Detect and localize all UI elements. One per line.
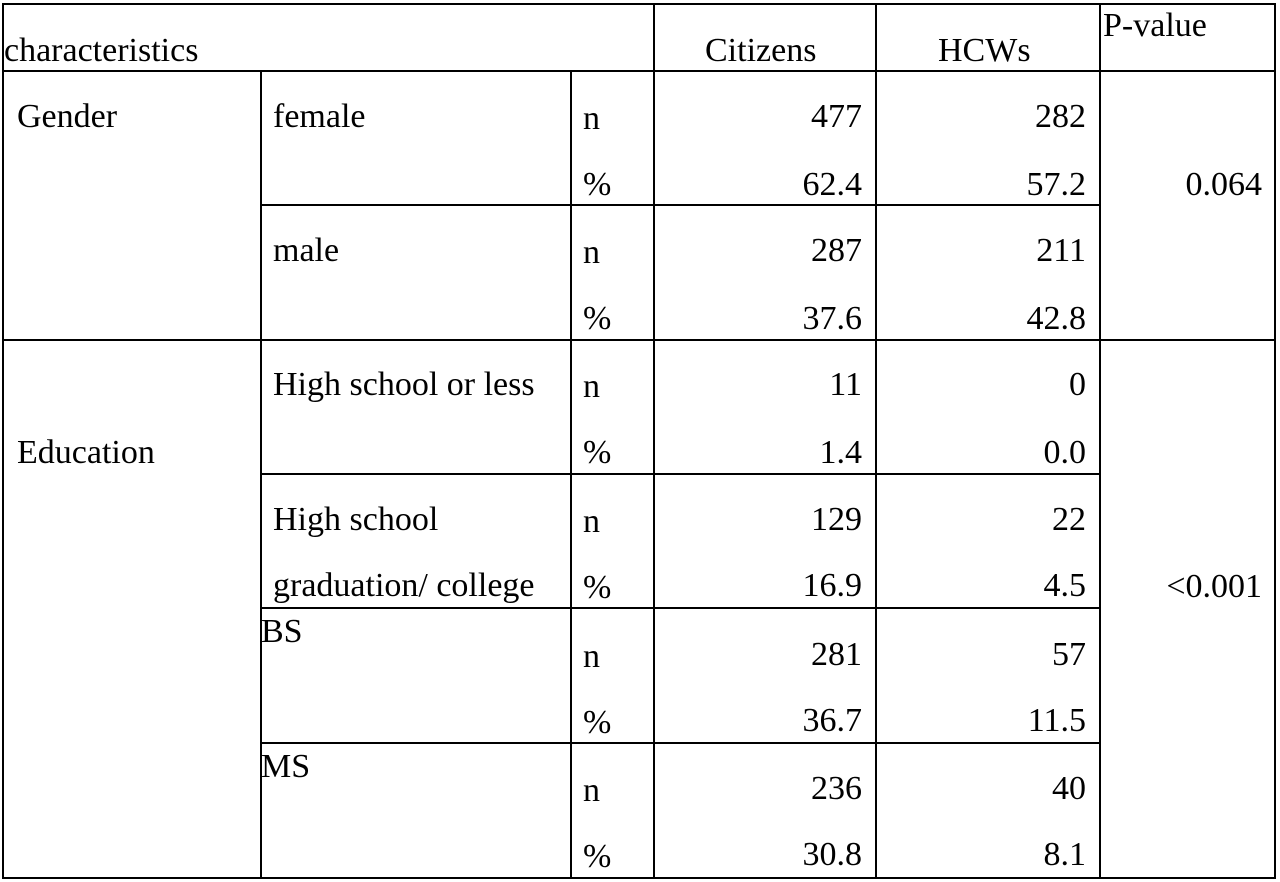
characteristics-table: characteristics Citizens HCWs P-value Ge… (2, 3, 1276, 879)
stat-label-n: n (583, 772, 600, 809)
hcws-pct-male: 42.8 (1026, 300, 1087, 337)
subgroup-label-hs-or-less: High school or less (273, 366, 535, 403)
rule-stat (570, 70, 572, 879)
citizens-n-female: 477 (811, 98, 862, 135)
hcws-n-male: 211 (1036, 232, 1086, 269)
hcws-n-bs: 57 (1052, 636, 1086, 673)
rule-subgroup (260, 70, 262, 879)
group-label-gender: Gender (17, 98, 118, 135)
rule-hcws (875, 3, 877, 879)
rule-bottom (2, 877, 1276, 879)
hcws-pct-hs-or-less: 0.0 (1043, 434, 1087, 471)
hcws-pct-ms: 8.1 (1043, 836, 1087, 873)
citizens-n-bs: 281 (811, 636, 862, 673)
subgroup-label-bs: BS (261, 613, 303, 650)
rule-gender-bottom (2, 339, 1276, 341)
stat-label-n: n (583, 638, 600, 675)
rule-female-bottom (260, 204, 1100, 206)
rule-header-bottom (2, 70, 1276, 72)
rule-hs-grad-bottom (260, 607, 1100, 609)
stat-label-pct: % (583, 434, 612, 471)
stat-label-n: n (583, 368, 600, 405)
hcws-n-female: 282 (1035, 98, 1086, 135)
citizens-pct-ms: 30.8 (802, 836, 863, 873)
citizens-n-ms: 236 (811, 770, 862, 807)
hcws-n-hs-or-less: 0 (1069, 366, 1086, 403)
group-label-education: Education (17, 434, 155, 471)
header-characteristics: characteristics (4, 32, 199, 69)
header-citizens: Citizens (705, 32, 817, 69)
p-value-education: <0.001 (1166, 568, 1262, 605)
hcws-pct-bs: 11.5 (1027, 702, 1086, 739)
citizens-pct-hs-grad: 16.9 (802, 567, 863, 604)
subgroup-label-hs-grad-line2: graduation/ college (273, 567, 535, 604)
header-hcws: HCWs (938, 32, 1031, 69)
citizens-pct-female: 62.4 (802, 166, 863, 203)
rule-right (1274, 3, 1276, 879)
rule-pvalue (1099, 3, 1101, 879)
rule-bs-bottom (260, 742, 1100, 744)
subgroup-label-male: male (273, 232, 340, 269)
subgroup-label-hs-grad-line1: High school (273, 501, 439, 538)
hcws-pct-hs-grad: 4.5 (1043, 567, 1087, 604)
rule-citizens (653, 3, 655, 879)
hcws-n-ms: 40 (1052, 770, 1086, 807)
rule-hs-less-bottom (260, 473, 1100, 475)
rule-left (2, 3, 4, 879)
stat-label-pct: % (583, 300, 612, 337)
rule-top (2, 3, 1276, 5)
p-value-gender: 0.064 (1185, 166, 1263, 203)
citizens-n-hs-grad: 129 (811, 501, 862, 538)
subgroup-label-female: female (273, 98, 366, 135)
header-p-value: P-value (1103, 7, 1207, 44)
stat-label-pct: % (583, 704, 612, 741)
citizens-pct-male: 37.6 (802, 300, 863, 337)
stat-label-n: n (583, 100, 600, 137)
stat-label-n: n (583, 234, 600, 271)
stat-label-pct: % (583, 838, 612, 875)
hcws-pct-female: 57.2 (1026, 166, 1087, 203)
stat-label-pct: % (583, 569, 612, 606)
subgroup-label-ms: MS (261, 748, 311, 785)
citizens-pct-bs: 36.7 (802, 702, 863, 739)
stat-label-n: n (583, 503, 600, 540)
citizens-pct-hs-or-less: 1.4 (819, 434, 863, 471)
citizens-n-male: 287 (811, 232, 862, 269)
hcws-n-hs-grad: 22 (1052, 501, 1086, 538)
stat-label-pct: % (583, 166, 612, 203)
citizens-n-hs-or-less: 11 (829, 366, 862, 403)
